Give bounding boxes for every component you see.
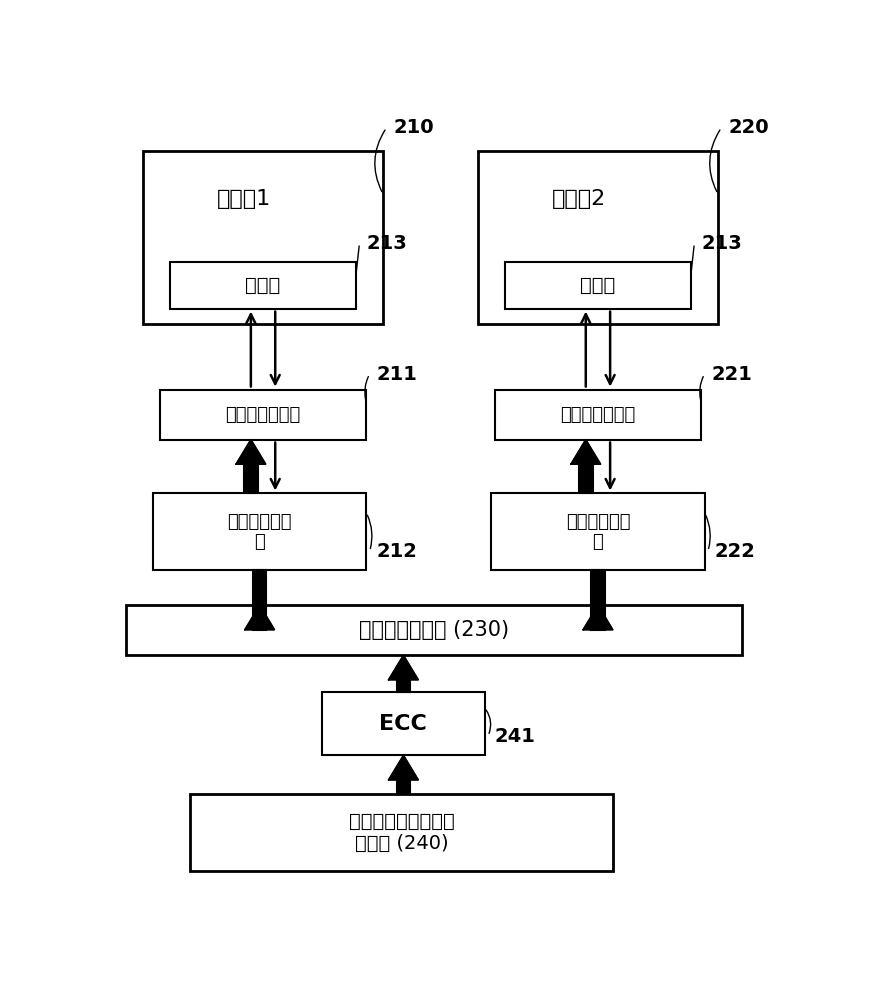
- Text: 处理器2: 处理器2: [552, 189, 606, 209]
- Text: 222: 222: [715, 542, 755, 561]
- Bar: [396, 680, 410, 692]
- Bar: [126, 605, 742, 655]
- Text: ECC: ECC: [380, 714, 428, 734]
- Bar: [190, 794, 613, 871]
- Text: 第二指令存储
器: 第二指令存储 器: [566, 513, 630, 551]
- Polygon shape: [244, 605, 274, 630]
- Bar: [505, 262, 691, 309]
- Polygon shape: [388, 755, 418, 780]
- Text: 处理器1: 处理器1: [217, 189, 271, 209]
- Polygon shape: [583, 605, 613, 630]
- Text: 212: 212: [376, 542, 417, 561]
- Text: 纠检错: 纠检错: [581, 276, 615, 295]
- Bar: [478, 151, 718, 324]
- Text: 241: 241: [495, 726, 536, 746]
- Bar: [495, 390, 701, 440]
- Bar: [253, 570, 266, 630]
- Text: 第二指令存储
器: 第二指令存储 器: [227, 513, 292, 551]
- Text: 221: 221: [711, 365, 753, 384]
- Bar: [322, 692, 485, 755]
- Text: 第一指令存储器: 第一指令存储器: [560, 406, 636, 424]
- Text: 211: 211: [376, 365, 417, 384]
- Text: 220: 220: [728, 118, 769, 137]
- Bar: [170, 262, 356, 309]
- Text: 第一指令存储器: 第一指令存储器: [225, 406, 300, 424]
- Bar: [396, 780, 410, 794]
- Bar: [153, 493, 367, 570]
- Polygon shape: [236, 440, 265, 464]
- Bar: [491, 493, 705, 570]
- Polygon shape: [388, 655, 418, 680]
- Bar: [143, 151, 383, 324]
- Text: 纠检错: 纠检错: [245, 276, 281, 295]
- Bar: [160, 390, 367, 440]
- Text: 213: 213: [367, 234, 407, 253]
- Text: 213: 213: [701, 234, 742, 253]
- Bar: [591, 570, 605, 630]
- Bar: [579, 464, 593, 493]
- Polygon shape: [571, 440, 601, 464]
- Bar: [244, 464, 258, 493]
- Text: 带校验的外部或共享
存储器 (240): 带校验的外部或共享 存储器 (240): [349, 812, 455, 853]
- Text: 210: 210: [393, 118, 434, 137]
- Text: 总线或片上网络 (230): 总线或片上网络 (230): [359, 620, 509, 640]
